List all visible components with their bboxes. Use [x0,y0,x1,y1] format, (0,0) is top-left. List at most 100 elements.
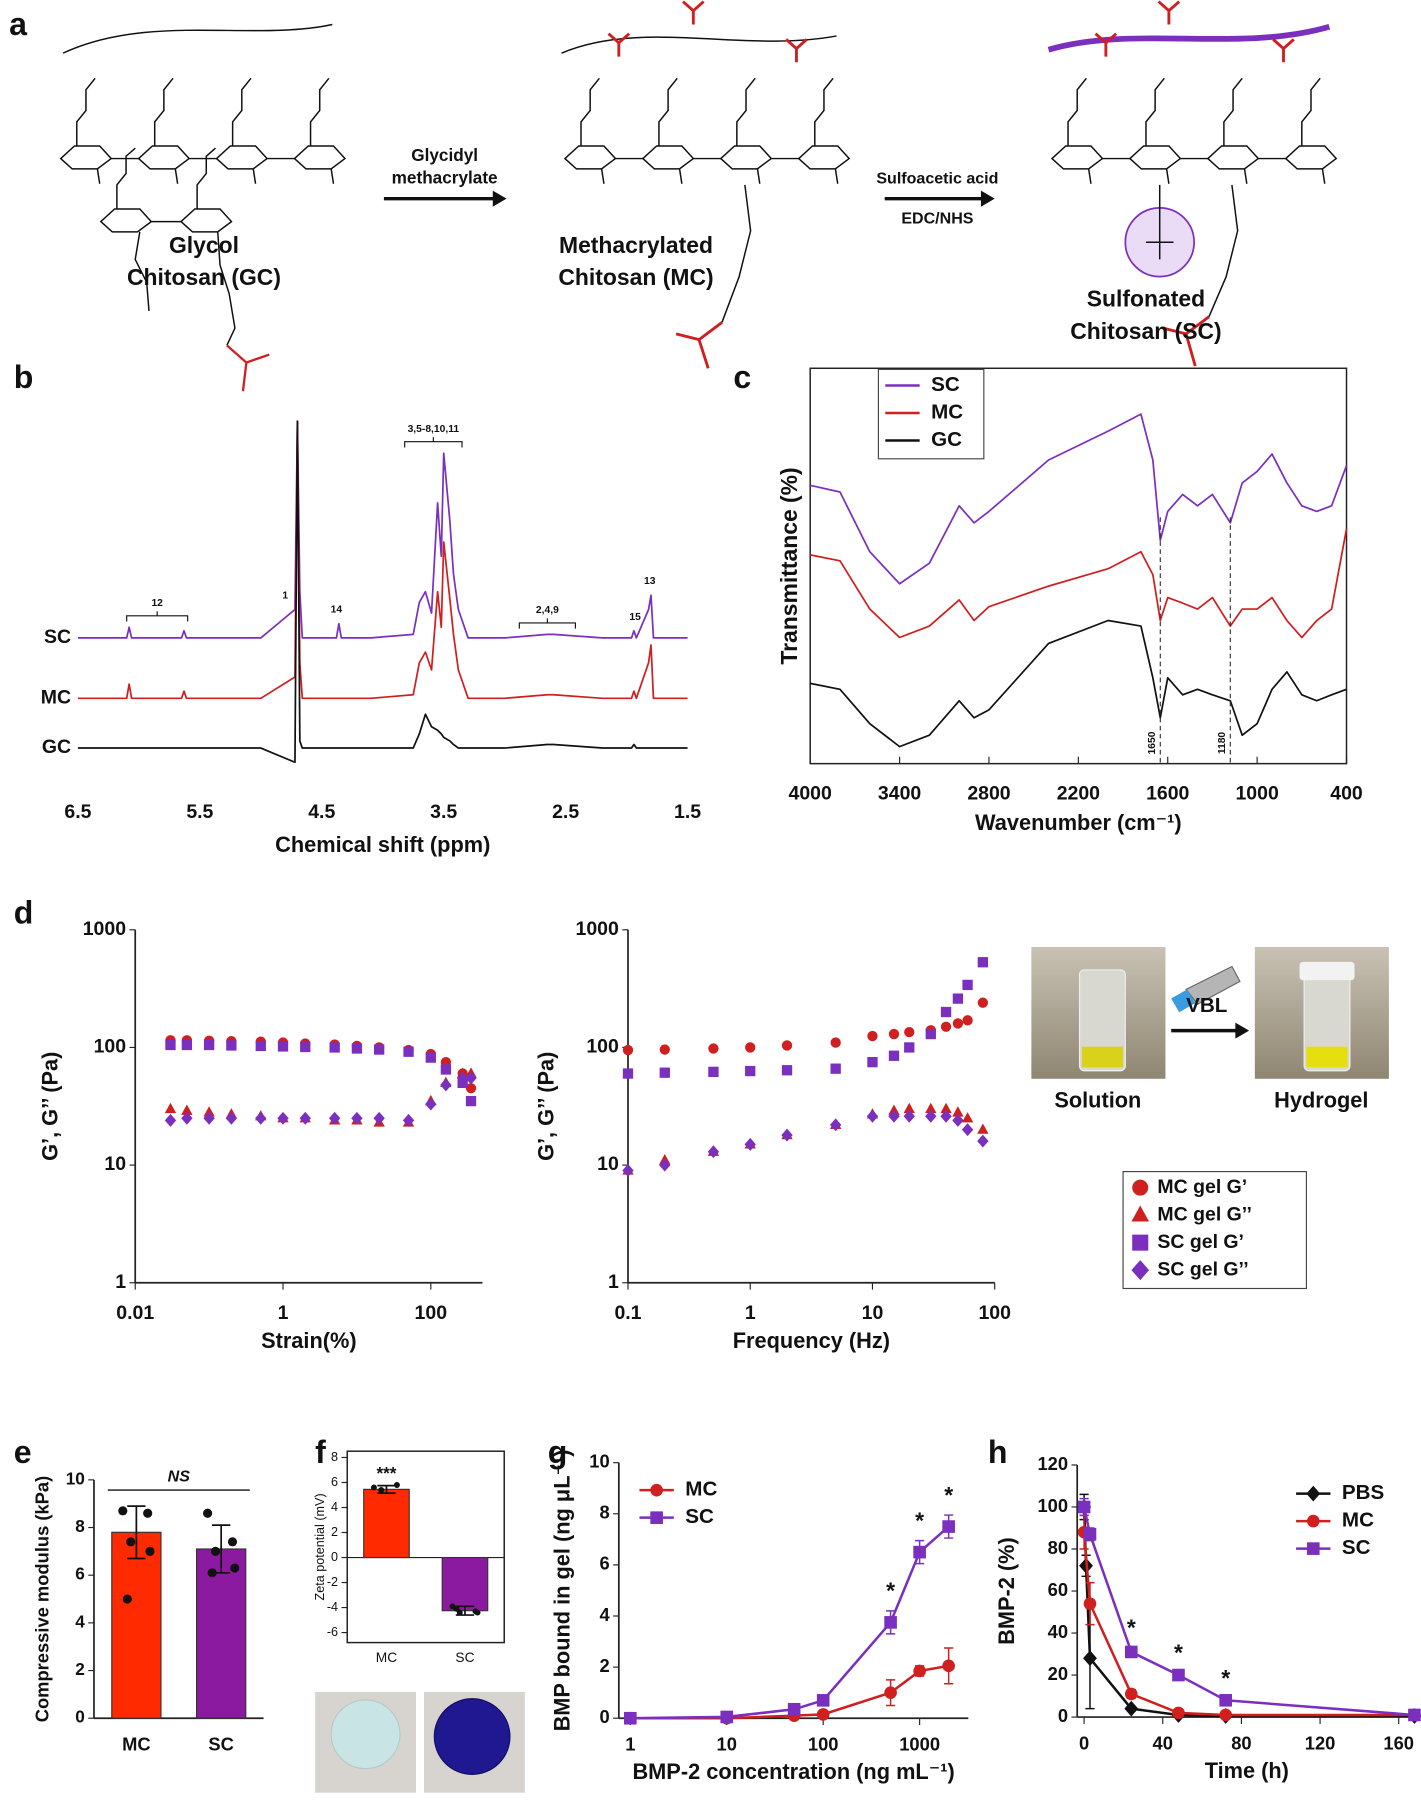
amine-bond [1165,168,1170,184]
marker [866,1109,879,1123]
legend-label: SC [931,373,960,396]
marker [830,1037,841,1048]
marker [1083,1527,1097,1541]
marker [781,1128,793,1142]
side-chain [814,77,834,146]
data-point [474,1609,481,1616]
marker [203,1106,215,1117]
photo-label: Hydrogel [1274,1087,1368,1112]
marker [708,1043,719,1054]
annotation: * [1221,1665,1230,1691]
polymer-backbone [62,23,333,54]
reference-label: 1650 [1147,731,1158,754]
methacrylate-group [675,321,723,369]
sugar-ring [719,145,773,170]
y-tick-label: 10 [589,1451,609,1472]
legend-label: GC [931,428,962,451]
marker [888,1104,900,1115]
marker [977,957,989,968]
marker [373,1044,385,1055]
amine-bond [330,168,335,184]
data-point [393,1482,400,1488]
sugar-ring [563,145,617,170]
y-tick-label: 10 [597,1153,619,1175]
data-point [378,1487,385,1493]
series-line [77,420,688,639]
marker [1172,1706,1185,1720]
marker [961,1123,974,1137]
legend-marker [1131,1205,1150,1222]
x-tick-label: 4.5 [308,801,335,823]
y-tick-label: 100 [94,1036,127,1058]
x-tick-label: 1000 [899,1734,940,1755]
x-tick-label: MC [122,1734,151,1755]
marker [830,1063,841,1074]
sugar-ring [641,145,695,170]
x-tick-label: 2800 [967,783,1010,805]
marker [425,1052,436,1063]
marker [942,1659,955,1673]
significance: *** [376,1463,396,1483]
marker [720,1710,734,1724]
x-tick-label: SC [208,1734,233,1755]
y-tick-label: 40 [1048,1621,1068,1642]
x-tick-label: 3400 [878,783,921,805]
x-tick-label: 1.5 [674,801,701,823]
marker [465,1071,477,1085]
side-chain [1223,77,1243,146]
x-tick-label: 100 [978,1302,1011,1324]
side-chain [1145,77,1165,146]
bar [111,1531,162,1719]
marker [225,1111,238,1125]
side-chain [736,77,756,146]
data-point [210,1546,221,1556]
marker [708,1066,719,1078]
legend-marker [650,1483,663,1497]
data-point [207,1568,217,1578]
marker [255,1040,266,1052]
annotation: * [944,1482,953,1508]
x-axis-label: Chemical shift (ppm) [275,832,490,857]
side-chain [658,77,678,146]
y-tick-label: -6 [327,1625,338,1639]
marker [440,1078,452,1092]
y-tick-label: 80 [1048,1537,1068,1558]
marker [164,1102,177,1114]
amine-bond [96,168,101,184]
annotation: 1 [282,590,288,601]
marker [977,1123,989,1134]
marker [1124,1687,1138,1701]
methacrylate-arm [216,231,236,346]
y-tick-label: 0 [75,1707,85,1727]
product-label: Chitosan (GC) [127,264,281,290]
y-tick-label: 1000 [576,918,619,940]
marker [940,1109,952,1123]
methacrylate-group [226,344,270,392]
marker [962,1015,973,1026]
series-label: SC [44,626,71,648]
side-chain [153,77,174,146]
annotation: * [1127,1614,1136,1640]
side-chain [1301,77,1321,146]
amine-bond [756,168,761,184]
marker [952,1106,964,1117]
methacrylate-group [682,0,705,25]
y-tick-label: 2 [75,1659,85,1679]
legend-label: SC [1342,1536,1371,1559]
series-label: GC [42,736,71,758]
marker [457,1071,469,1085]
panel-label: b [14,359,34,395]
methacrylate-arm [1208,184,1239,317]
scheme-structures [59,0,1338,392]
sugar-ring [797,145,851,170]
marker [226,1040,237,1051]
marker [181,1104,193,1115]
y-tick-label: 60 [1048,1579,1068,1600]
marker [465,1095,477,1107]
amine-bond [1321,168,1326,184]
y-tick-label: 6 [599,1553,609,1574]
data-point [227,1537,238,1547]
y-tick-label: 1000 [83,918,126,940]
marker [659,1158,671,1172]
methacrylate-group [1162,315,1210,367]
